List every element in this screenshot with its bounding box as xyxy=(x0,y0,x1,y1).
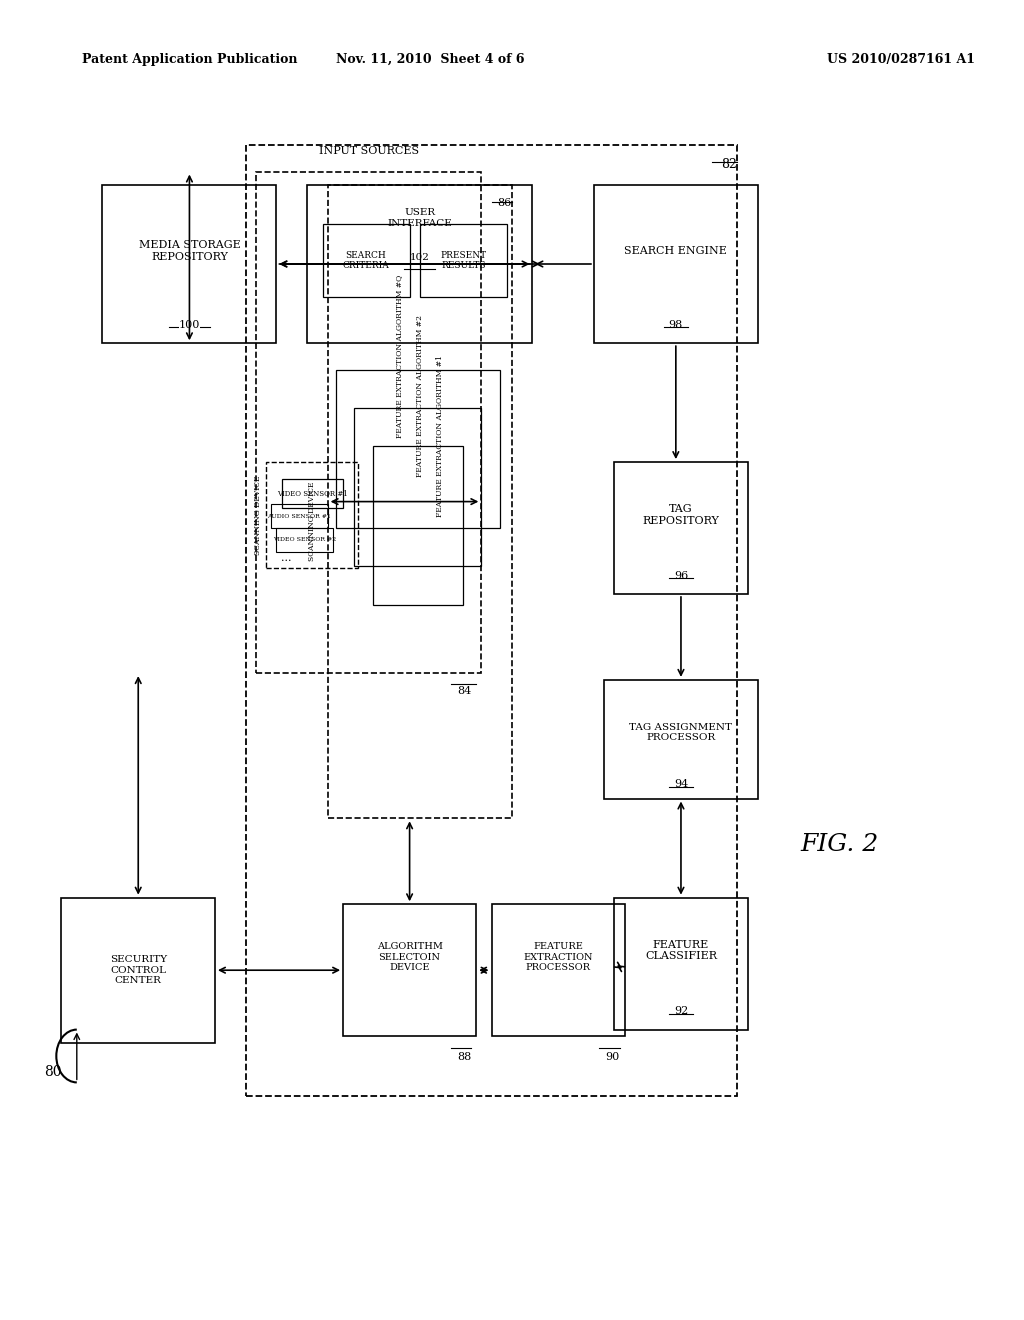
Text: VIDEO SENSOR #2: VIDEO SENSOR #2 xyxy=(273,537,336,543)
Text: 88: 88 xyxy=(457,1052,471,1063)
Text: 84: 84 xyxy=(457,686,471,697)
Bar xyxy=(343,904,476,1036)
Bar xyxy=(594,185,758,343)
Text: AUDIO SENSOR #1: AUDIO SENSOR #1 xyxy=(267,513,332,519)
Bar xyxy=(271,504,328,528)
Text: 98: 98 xyxy=(669,319,683,330)
Text: 100: 100 xyxy=(179,319,200,330)
Text: ALGORITHM
SELECTOIN
DEVICE: ALGORITHM SELECTOIN DEVICE xyxy=(377,942,442,972)
Text: SECURITY
CONTROL
CENTER: SECURITY CONTROL CENTER xyxy=(110,956,167,985)
Text: FEATURE
CLASSIFIER: FEATURE CLASSIFIER xyxy=(645,940,717,961)
Bar xyxy=(323,224,410,297)
Bar xyxy=(282,479,343,508)
Bar xyxy=(604,680,758,799)
Text: 96: 96 xyxy=(674,570,688,581)
Text: USER
INTERFACE: USER INTERFACE xyxy=(387,209,453,227)
Text: SEARCH
CRITERIA: SEARCH CRITERIA xyxy=(343,251,389,271)
Text: Nov. 11, 2010  Sheet 4 of 6: Nov. 11, 2010 Sheet 4 of 6 xyxy=(336,53,524,66)
Text: FEATURE EXTRACTION ALGORITHM #1: FEATURE EXTRACTION ALGORITHM #1 xyxy=(436,355,444,516)
Bar xyxy=(328,185,512,818)
Text: FIG. 2: FIG. 2 xyxy=(801,833,879,857)
Text: FEATURE EXTRACTION ALGORITHM #Q: FEATURE EXTRACTION ALGORITHM #Q xyxy=(395,275,403,438)
Bar xyxy=(354,408,481,566)
Bar xyxy=(61,898,215,1043)
Bar xyxy=(373,446,463,605)
Text: VIDEO SENSOR #1: VIDEO SENSOR #1 xyxy=(276,490,348,498)
Bar xyxy=(420,224,507,297)
Text: FEATURE EXTRACTION ALGORITHM #2: FEATURE EXTRACTION ALGORITHM #2 xyxy=(416,315,424,477)
Bar xyxy=(307,185,532,343)
Bar xyxy=(614,462,748,594)
Text: ...: ... xyxy=(282,553,292,564)
Bar xyxy=(492,904,625,1036)
Text: PRESENT
RESULTS: PRESENT RESULTS xyxy=(440,251,486,271)
Bar xyxy=(256,172,481,673)
Text: INPUT SOURCES: INPUT SOURCES xyxy=(318,145,419,156)
Bar xyxy=(266,462,358,568)
Text: MEDIA STORAGE
REPOSITORY: MEDIA STORAGE REPOSITORY xyxy=(138,240,241,261)
Bar xyxy=(614,898,748,1030)
Text: SCANNING DEVICE: SCANNING DEVICE xyxy=(308,482,316,561)
Text: 86: 86 xyxy=(498,198,512,209)
Bar xyxy=(246,145,737,1096)
Text: 94: 94 xyxy=(674,779,688,789)
Text: 90: 90 xyxy=(605,1052,620,1063)
Text: 82: 82 xyxy=(721,158,737,172)
Text: Patent Application Publication: Patent Application Publication xyxy=(82,53,297,66)
Text: SCANNING DEVICE: SCANNING DEVICE xyxy=(254,475,262,554)
Text: SEARCH ENGINE: SEARCH ENGINE xyxy=(625,246,727,256)
Bar xyxy=(102,185,276,343)
Text: FEATURE
EXTRACTION
PROCESSOR: FEATURE EXTRACTION PROCESSOR xyxy=(523,942,593,972)
Bar xyxy=(336,370,500,528)
Text: 102: 102 xyxy=(410,253,430,263)
Text: 92: 92 xyxy=(674,1006,688,1016)
Text: US 2010/0287161 A1: US 2010/0287161 A1 xyxy=(827,53,975,66)
Text: 80: 80 xyxy=(44,1065,62,1078)
Text: TAG ASSIGNMENT
PROCESSOR: TAG ASSIGNMENT PROCESSOR xyxy=(630,723,732,742)
Bar xyxy=(276,528,333,552)
Text: TAG
REPOSITORY: TAG REPOSITORY xyxy=(642,504,720,525)
